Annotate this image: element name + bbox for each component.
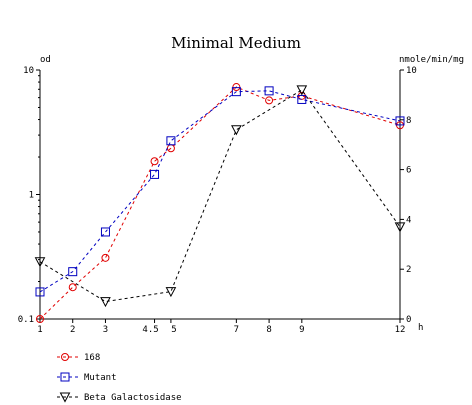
data-point (150, 169, 160, 179)
x-tick-label: 7 (234, 325, 239, 335)
x-tick-label: 8 (266, 325, 271, 335)
chart-title: Minimal Medium (171, 34, 301, 52)
legend-entry: 168 (57, 353, 100, 363)
data-point (150, 157, 159, 166)
x-tick-label: 2 (70, 325, 75, 335)
right-tick-label: 10 (406, 66, 417, 76)
left-tick-label: 1 (29, 191, 34, 201)
series-168 (36, 83, 404, 323)
series-layer (34, 83, 406, 323)
legend: 168 Mutant Beta Galactosidase (57, 353, 182, 403)
series-beta-galactosidase (34, 85, 406, 308)
x-tick-label: 12 (395, 325, 406, 335)
data-point (100, 297, 111, 308)
right-tick-label: 2 (406, 265, 411, 275)
series-line (39, 89, 401, 303)
left-axis-label: od (40, 55, 51, 65)
data-point (68, 267, 78, 277)
series-mutant (35, 86, 405, 297)
data-point (165, 287, 177, 298)
data-point (166, 136, 176, 146)
right-tick-label: 0 (406, 315, 411, 325)
x-tick-label: 4.5 (142, 325, 158, 335)
left-tick-label: 10 (23, 66, 34, 76)
data-point (296, 85, 308, 96)
legend-entry: Beta Galactosidase (57, 392, 182, 403)
data-point (265, 96, 274, 105)
data-point (101, 253, 110, 262)
data-point (231, 87, 241, 97)
data-point (36, 315, 44, 323)
x-tick-label: 3 (103, 325, 108, 335)
data-point (232, 83, 241, 92)
data-point (35, 287, 45, 297)
right-tick-label: 8 (406, 116, 411, 126)
legend-label: 168 (84, 353, 100, 363)
legend-label: Mutant (84, 373, 117, 383)
data-point (231, 125, 242, 136)
legend-marker (60, 372, 70, 382)
data-point (100, 227, 110, 237)
x-tick-label: 5 (171, 325, 176, 335)
legend-marker (59, 392, 71, 403)
data-point (68, 283, 77, 292)
series-line (39, 90, 401, 293)
right-axis-label: nmole/min/mg (399, 55, 464, 65)
left-tick-label: 0.1 (18, 315, 34, 325)
right-tick-label: 6 (406, 166, 411, 176)
x-axis-label: h (418, 323, 423, 333)
series-line (39, 86, 401, 320)
legend-label: Beta Galactosidase (84, 393, 182, 403)
data-point (395, 116, 405, 126)
right-tick-label: 4 (406, 215, 411, 225)
legend-entry: Mutant (57, 372, 117, 383)
legend-marker (61, 353, 69, 361)
x-tick-label: 9 (299, 325, 304, 335)
data-point (394, 222, 406, 233)
data-point (264, 86, 274, 96)
x-tick-label: 1 (37, 325, 42, 335)
data-point (34, 257, 46, 268)
